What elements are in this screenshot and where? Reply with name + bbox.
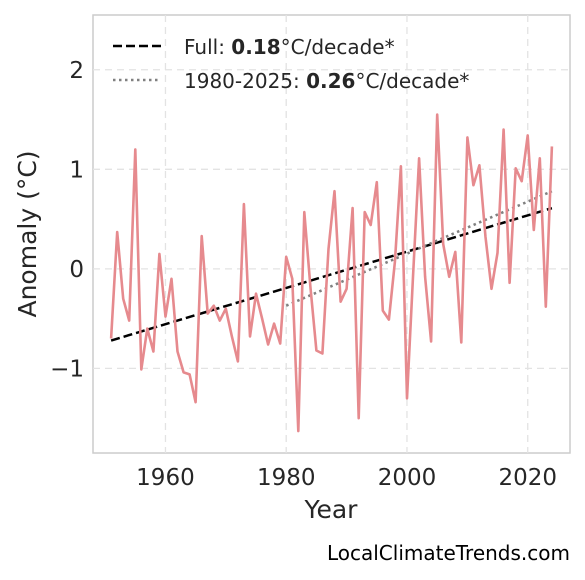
plot-area [92,14,571,454]
legend-full-suffix: °C/decade* [281,35,395,59]
x-tick-labels: 1960 1980 2000 2020 [136,465,557,491]
legend-full-value: 0.18 [231,35,280,59]
y-tick-labels: 2 1 0 −1 [50,58,84,383]
y-tick-label: 1 [69,157,84,183]
legend: Full: 0.18°C/decade* 1980-2025: 0.26°C/d… [113,35,469,93]
y-tick-label: 2 [69,58,84,84]
x-tick-label: 1960 [136,465,195,491]
legend-full-prefix: Full: [184,35,231,59]
y-tick-label: −1 [50,356,84,382]
x-axis-label: Year [304,495,359,524]
legend-recent-prefix: 1980-2025: [184,69,306,93]
trend-line-full [110,206,553,342]
y-axis-label: Anomaly (°C) [13,150,42,317]
x-tick-label: 2000 [378,465,437,491]
legend-recent-value: 0.26 [306,69,355,93]
legend-recent-suffix: °C/decade* [355,69,469,93]
x-tick-label: 2020 [498,465,557,491]
series-line-annual-anomaly [109,113,554,433]
legend-entry-recent: 1980-2025: 0.26°C/decade* [184,69,469,93]
y-tick-label: 0 [69,257,84,283]
series [109,113,554,433]
legend-entry-full: Full: 0.18°C/decade* [184,35,395,59]
x-tick-label: 1980 [257,465,316,491]
credit-text: LocalClimateTrends.com [327,541,570,565]
grid [93,15,570,453]
